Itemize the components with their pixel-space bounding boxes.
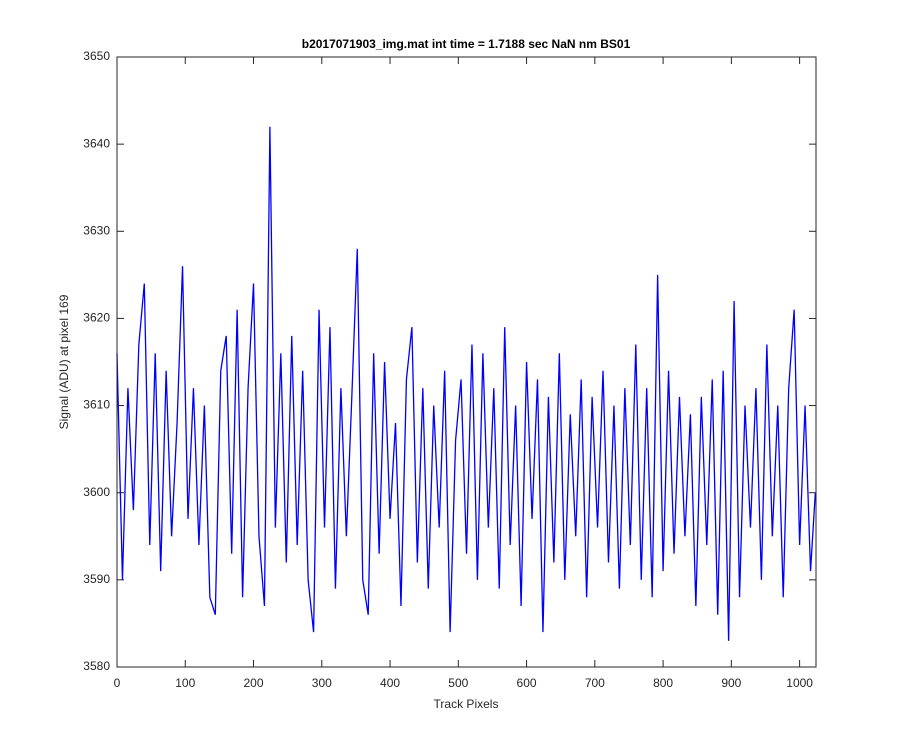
y-tick-label: 3620: [83, 311, 110, 325]
x-tick-label: 800: [653, 676, 673, 690]
x-tick-label: 900: [721, 676, 741, 690]
y-tick-label: 3650: [83, 49, 110, 63]
x-tick-label: 400: [380, 676, 400, 690]
x-tick-label: 1000: [786, 676, 813, 690]
x-tick-label: 300: [312, 676, 332, 690]
data-line: [116, 126, 816, 641]
y-tick-label: 3590: [83, 572, 110, 586]
y-tick-label: 3610: [83, 398, 110, 412]
x-axis-label: Track Pixels: [434, 697, 499, 711]
x-tick-label: 200: [244, 676, 264, 690]
x-tick-label: 100: [175, 676, 195, 690]
chart-title: b2017071903_img.mat int time = 1.7188 se…: [302, 37, 631, 51]
y-tick-label: 3580: [83, 659, 110, 673]
y-tick-label: 3640: [83, 136, 110, 150]
x-tick-label: 600: [517, 676, 537, 690]
y-tick-label: 3600: [83, 485, 110, 499]
plot-area: [117, 57, 816, 667]
x-tick-label: 0: [114, 676, 121, 690]
axes-box: [116, 56, 817, 668]
x-tick-label: 700: [585, 676, 605, 690]
y-tick-label: 3630: [83, 223, 110, 237]
x-tick-label: 500: [448, 676, 468, 690]
y-axis-label: Signal (ADU) at pixel 169: [57, 294, 71, 429]
